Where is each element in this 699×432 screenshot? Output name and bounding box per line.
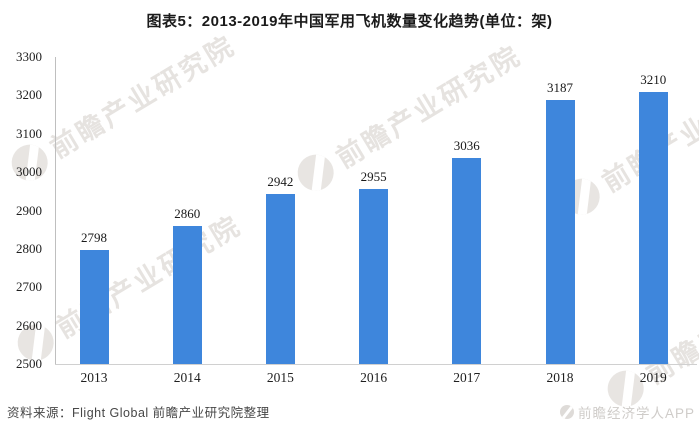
bar-2016 (359, 189, 389, 364)
x-tick-label: 2016 (360, 370, 388, 385)
bar-value-label: 2942 (267, 174, 294, 190)
y-axis-line (55, 57, 56, 365)
y-tick-label: 3200 (16, 87, 42, 103)
y-tick-label: 2800 (16, 240, 42, 256)
bar-2017 (452, 158, 482, 364)
bar-value-label: 2798 (81, 229, 107, 245)
y-tick-label: 3100 (16, 125, 42, 141)
app-watermark-text: 前瞻经济学人APP (577, 406, 695, 421)
y-tick-label: 3300 (16, 49, 42, 64)
bar-value-label: 3210 (640, 71, 667, 87)
chart-title: 图表5：2013-2019年中国军用飞机数量变化趋势(单位：架) (146, 13, 553, 30)
source-note: 资料来源：Flight Global 前瞻产业研究院整理 (7, 406, 270, 420)
x-axis-line (55, 364, 697, 365)
x-tick-label: 2014 (173, 370, 201, 385)
x-tick-label: 2013 (80, 370, 108, 385)
y-tick-label: 2700 (16, 279, 42, 295)
bar-2019 (638, 91, 668, 364)
qianzhan-app-logo-icon (559, 405, 574, 419)
bar-value-label: 2860 (174, 205, 201, 221)
x-tick-label: 2015 (266, 370, 294, 385)
app-watermark: 前瞻经济学人APP (559, 402, 695, 422)
bar-2013 (79, 249, 109, 364)
y-tick-label: 2900 (16, 202, 42, 218)
x-tick-label: 2017 (453, 370, 481, 385)
bar-value-label: 2955 (360, 169, 387, 185)
x-tick-label: 2019 (639, 370, 667, 385)
bar-2014 (172, 225, 202, 364)
bar-value-label: 3036 (453, 138, 480, 154)
x-tick-label: 2018 (546, 370, 574, 385)
bar-2015 (265, 194, 295, 364)
bar-value-label: 3187 (547, 80, 573, 96)
bar-2018 (545, 100, 575, 364)
